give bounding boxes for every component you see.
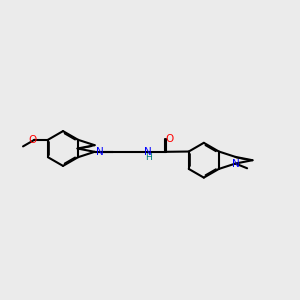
Text: O: O (166, 134, 174, 144)
Text: O: O (29, 135, 37, 145)
Text: H: H (145, 153, 152, 162)
Text: N: N (96, 147, 104, 158)
Text: N: N (144, 147, 152, 158)
Text: N: N (232, 159, 239, 169)
